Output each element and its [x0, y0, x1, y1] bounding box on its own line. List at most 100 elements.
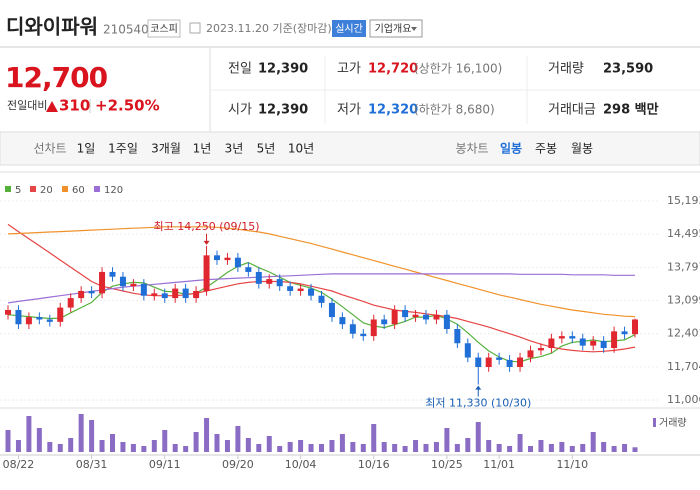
volume-bar	[162, 430, 168, 452]
stat-note: (하한가 8,680)	[414, 103, 495, 117]
volume-bar	[329, 440, 335, 452]
volume-bar	[601, 442, 607, 452]
volume-bar	[130, 444, 136, 452]
volume-bar	[298, 440, 304, 452]
y-tick-label: 11,006	[667, 393, 700, 406]
candle-body	[496, 357, 503, 360]
candle-body	[349, 324, 356, 334]
volume-bar	[172, 444, 178, 452]
candle-body	[632, 319, 638, 335]
volume-bar	[350, 442, 356, 452]
volume-bar	[151, 440, 157, 452]
candle-body	[266, 279, 273, 284]
tab[interactable]: 1주일	[108, 142, 138, 156]
candle-body	[569, 336, 576, 339]
volume-bar	[245, 438, 251, 452]
candle-body	[172, 288, 179, 299]
volume-bar	[475, 422, 481, 452]
candle-body	[527, 350, 534, 358]
volume-bar	[632, 447, 638, 452]
x-tick-label: 11/10	[556, 458, 588, 471]
candle-body	[579, 338, 586, 346]
volume-bar	[287, 442, 293, 452]
candle-body	[99, 271, 106, 294]
y-tick-label: 12,401	[667, 327, 700, 340]
volume-bar	[99, 440, 105, 452]
candle-body	[15, 309, 22, 325]
x-tick-label: 10/16	[358, 458, 390, 471]
volume-bar	[204, 418, 210, 452]
candle-body	[46, 319, 53, 322]
candle-body	[402, 309, 409, 318]
tab-label: 봉차트	[455, 142, 488, 156]
candle-body	[5, 309, 11, 315]
legend-label: 120	[104, 185, 123, 196]
volume-bar	[224, 440, 230, 452]
tab[interactable]: 월봉	[571, 142, 593, 156]
candle-body	[454, 328, 461, 344]
candle-body	[517, 357, 524, 368]
tab[interactable]: 3년	[225, 142, 244, 156]
change: 310	[59, 97, 90, 115]
change-pct: +2.50%	[95, 97, 160, 115]
candle-body	[151, 293, 158, 296]
volume-bar	[193, 432, 199, 452]
stat-label: 거래량	[548, 62, 584, 77]
volume-bar	[360, 444, 366, 452]
realtime-btn[interactable]	[332, 20, 366, 37]
overview[interactable]: 기업개요	[375, 22, 412, 35]
legend-swatch	[94, 186, 100, 192]
market: 코스피	[150, 23, 178, 35]
x-tick-label: 10/25	[431, 458, 463, 471]
volume-bar	[413, 440, 419, 452]
stat-value: 12,720	[368, 62, 418, 77]
candle-body	[464, 343, 471, 358]
volume-bar	[47, 442, 53, 452]
volume-bar	[214, 434, 220, 452]
tab[interactable]: 일봉	[500, 142, 522, 156]
candle-body	[25, 317, 32, 325]
price: 12,700	[5, 61, 108, 94]
candle-body	[214, 255, 220, 261]
volume-bar	[517, 434, 523, 452]
x-tick-label: 09/11	[149, 458, 181, 471]
volume-swatch	[653, 418, 656, 427]
candle-body	[130, 283, 137, 287]
x-tick-label: 11/01	[483, 458, 515, 471]
stat-value: 12,320	[368, 103, 418, 118]
tab[interactable]: 10년	[288, 142, 314, 156]
tab[interactable]: 1일	[77, 142, 96, 156]
candle-body	[255, 271, 262, 284]
x-tick-label: 09/20	[222, 458, 254, 471]
candle-body	[36, 317, 43, 320]
realtime[interactable]: 실시간	[335, 23, 363, 35]
volume-bar	[590, 432, 596, 452]
overview-btn[interactable]	[369, 19, 423, 38]
candle-body	[140, 283, 147, 296]
candle-body	[537, 348, 544, 351]
volume-bar	[319, 444, 324, 452]
volume-bar	[78, 414, 84, 452]
stat-value: 12,390	[258, 103, 308, 118]
volume-bar	[277, 446, 283, 452]
candle-body	[423, 314, 429, 320]
candle-body	[119, 276, 126, 287]
tab[interactable]: 3개월	[151, 142, 181, 156]
candle-body	[443, 314, 450, 329]
annotation: 최저 11,330 (10/30)	[425, 397, 531, 410]
volume-bar	[339, 434, 345, 452]
y-tick-label: 13,099	[667, 294, 700, 307]
volume-bar	[57, 444, 63, 452]
legend-label: 20	[40, 185, 53, 196]
candle-body	[433, 314, 440, 320]
x-tick-label: 08/31	[76, 458, 108, 471]
legend-label: 60	[72, 185, 85, 196]
volume-bar	[538, 440, 544, 452]
volume-bar	[548, 444, 554, 452]
market-tag	[147, 19, 181, 38]
tab[interactable]: 주봉	[535, 142, 557, 156]
tab[interactable]: 5년	[257, 142, 276, 156]
volume-bar	[465, 438, 471, 452]
tab[interactable]: 1년	[193, 142, 212, 156]
volume-bar	[256, 444, 262, 452]
